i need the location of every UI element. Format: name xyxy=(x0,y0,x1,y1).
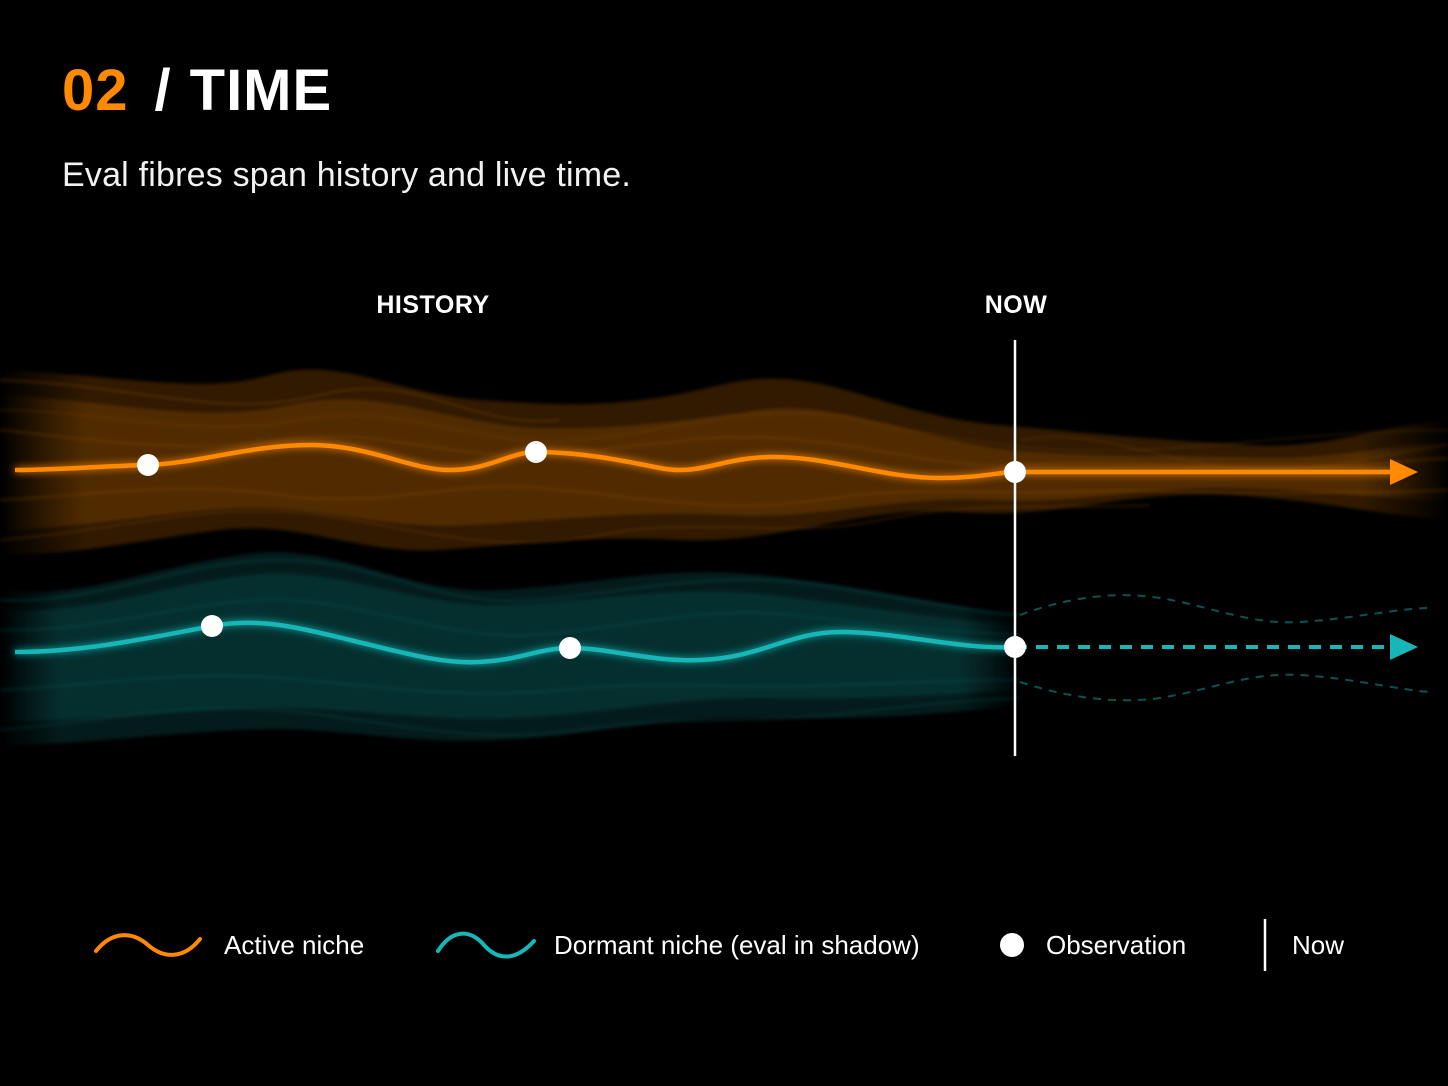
legend-item-active: Active niche xyxy=(92,910,364,980)
page-subtitle: Eval fibres span history and live time. xyxy=(62,156,632,194)
legend: Active niche Dormant niche (eval in shad… xyxy=(0,910,1448,980)
observation-dot xyxy=(559,637,581,659)
legend-label-active: Active niche xyxy=(224,929,365,960)
legend-item-now: Now xyxy=(1262,910,1344,980)
history-label: HISTORY xyxy=(376,291,489,319)
teal-wave-icon xyxy=(436,931,536,959)
now-label: NOW xyxy=(985,291,1048,319)
white-dot-icon xyxy=(1000,933,1024,957)
orange-wave-icon xyxy=(94,933,202,957)
dormant-arrow-icon xyxy=(1390,634,1418,660)
legend-label-dormant: Dormant niche (eval in shadow) xyxy=(554,929,920,960)
observation-dot xyxy=(137,454,159,476)
observations xyxy=(137,441,1026,659)
page-title: 02 / TIME xyxy=(62,62,332,120)
dormant-future-contours xyxy=(1019,594,1431,702)
legend-item-dormant: Dormant niche (eval in shadow) xyxy=(434,910,920,980)
page-header: 02 / TIME xyxy=(62,62,332,120)
observation-dot xyxy=(1004,461,1026,483)
legend-label-now: Now xyxy=(1292,929,1345,960)
legend-label-observation: Observation xyxy=(1046,929,1187,960)
observation-dot xyxy=(201,615,223,637)
dormant-niche-band xyxy=(0,552,1021,745)
section-title: TIME xyxy=(189,58,333,123)
active-arrow-icon xyxy=(1390,459,1418,485)
title-separator: / xyxy=(154,58,172,123)
observation-dot xyxy=(525,441,547,463)
vertical-line-icon xyxy=(1263,919,1267,971)
observation-dot xyxy=(1004,636,1026,658)
section-number: 02 xyxy=(62,58,129,123)
legend-item-observation: Observation xyxy=(998,910,1186,980)
